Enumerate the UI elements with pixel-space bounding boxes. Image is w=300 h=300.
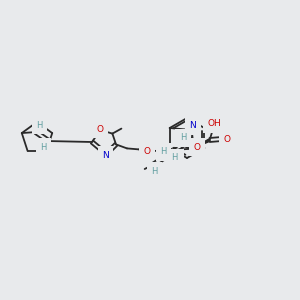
Text: N: N <box>189 122 196 130</box>
Text: O: O <box>97 124 104 134</box>
Text: H: H <box>152 167 158 176</box>
Text: H: H <box>160 148 167 157</box>
Text: H: H <box>179 134 186 142</box>
Polygon shape <box>194 139 210 148</box>
Text: O: O <box>143 147 151 156</box>
Text: H: H <box>172 154 178 163</box>
Text: N: N <box>102 151 109 160</box>
Text: H: H <box>181 134 187 142</box>
Text: H: H <box>40 142 47 152</box>
Text: H: H <box>37 121 43 130</box>
Text: O: O <box>223 134 230 143</box>
Text: O: O <box>193 142 200 152</box>
Text: H: H <box>173 154 180 163</box>
Text: OH: OH <box>208 119 222 128</box>
